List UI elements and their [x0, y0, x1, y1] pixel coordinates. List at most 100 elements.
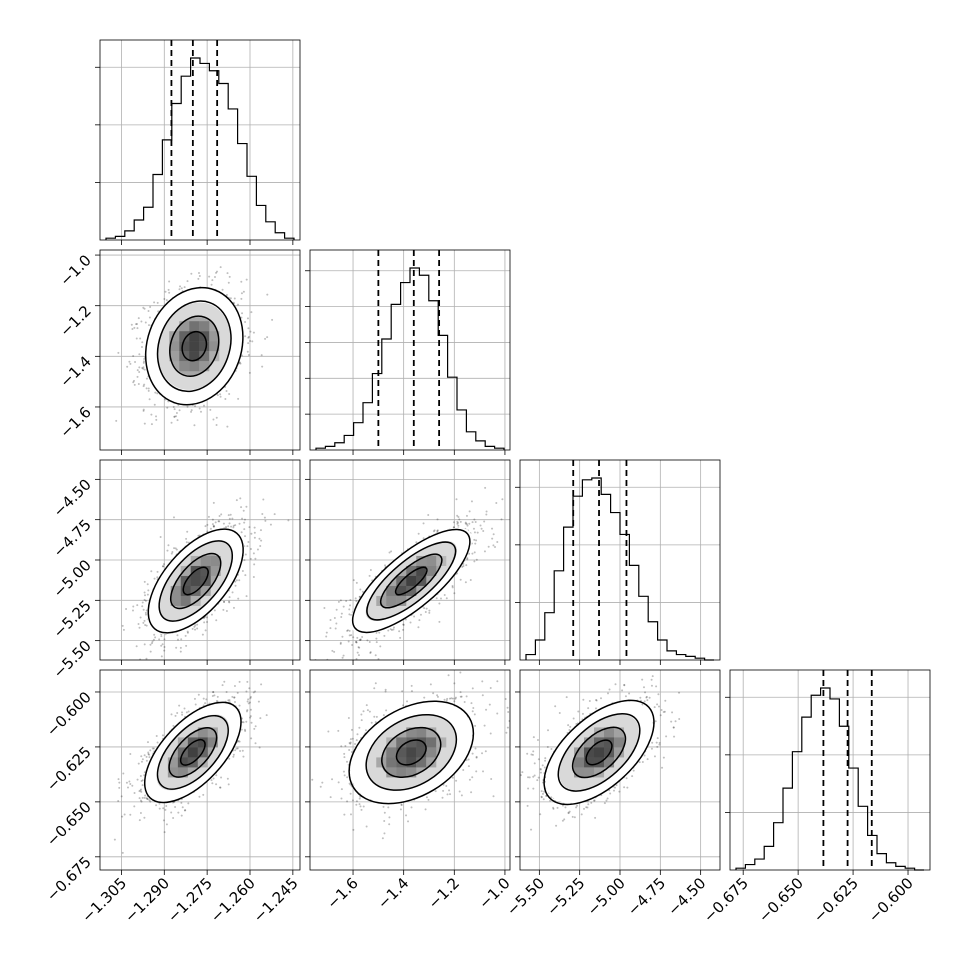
scatter-point [142, 409, 145, 412]
scatter-point [419, 613, 422, 616]
scatter-point [234, 580, 237, 583]
density-cell [210, 565, 221, 576]
scatter-point [341, 635, 344, 638]
pair-frame-1-3 [309, 669, 511, 871]
scatter-point [452, 526, 455, 529]
scatter-point [352, 828, 355, 831]
scatter-point [527, 776, 530, 779]
scatter-point [349, 792, 352, 795]
scatter-point [136, 375, 139, 378]
scatter-point [180, 287, 183, 290]
scatter-point [388, 823, 391, 826]
scatter-point [237, 597, 240, 600]
scatter-point [646, 699, 649, 702]
density-cell [416, 565, 427, 576]
density-cell [190, 595, 201, 606]
scatter-point [651, 741, 654, 744]
scatter-point [241, 569, 244, 572]
scatter-point [453, 682, 456, 685]
scatter-point [573, 816, 576, 819]
scatter-point [492, 533, 495, 536]
scatter-point [245, 505, 248, 508]
scatter-point [228, 699, 231, 702]
scatter-point [575, 722, 578, 725]
scatter-point [540, 790, 543, 793]
scatter-point [577, 710, 580, 713]
scatter-point [491, 537, 494, 540]
scatter-point [555, 824, 558, 827]
scatter-point [656, 737, 659, 740]
scatter-point [216, 394, 219, 397]
density-cell [197, 727, 208, 738]
scatter-point [348, 782, 351, 785]
scatter-point [166, 406, 169, 409]
scatter-point [226, 272, 229, 275]
scatter-point [653, 755, 656, 758]
scatter-point [501, 498, 504, 501]
scatter-point [537, 776, 540, 779]
scatter-point [240, 297, 243, 300]
scatter-point [480, 527, 483, 530]
scatter-point [225, 690, 228, 693]
density-cell [386, 747, 397, 758]
scatter-point [142, 361, 145, 364]
scatter-point [193, 697, 196, 700]
scatter-point [646, 758, 649, 761]
scatter-point [366, 709, 369, 712]
scatter-point [247, 327, 250, 330]
scatter-point [212, 525, 215, 528]
density-cell [169, 331, 180, 342]
scatter-point [137, 382, 140, 385]
scatter-point [187, 802, 190, 805]
scatter-point [454, 697, 457, 700]
scatter-point [479, 524, 482, 527]
scatter-point [612, 789, 615, 792]
scatter-point [143, 422, 146, 425]
density-cell [210, 555, 221, 566]
scatter-point [135, 645, 138, 648]
scatter-point [165, 299, 168, 302]
scatter-point [251, 340, 254, 343]
scatter-point [382, 805, 385, 808]
scatter-point [343, 774, 346, 777]
scatter-point [212, 501, 215, 504]
scatter-point [249, 697, 252, 700]
scatter-point [505, 731, 508, 734]
scatter-point [243, 559, 246, 562]
scatter-point [642, 686, 645, 689]
scatter-point [179, 285, 182, 288]
scatter-point [482, 770, 485, 773]
scatter-point [232, 606, 235, 609]
scatter-point [539, 813, 542, 816]
scatter-point [377, 657, 380, 660]
scatter-point [466, 557, 469, 560]
scatter-point [257, 700, 260, 703]
scatter-point [143, 754, 146, 757]
scatter-point [184, 809, 187, 812]
scatter-point [240, 506, 243, 509]
pair-panel-0-2 [95, 459, 301, 665]
scatter-point [359, 638, 362, 641]
pair-panel-0-1 [95, 249, 301, 455]
scatter-point [549, 799, 552, 802]
scatter-point [586, 806, 589, 809]
scatter-point [351, 799, 354, 802]
scatter-point [474, 747, 477, 750]
scatter-point [231, 517, 234, 520]
scatter-point [229, 513, 232, 516]
density-cell [209, 351, 220, 362]
scatter-point [657, 705, 660, 708]
scatter-point [342, 770, 345, 773]
density-cell [180, 585, 191, 596]
scatter-point [609, 792, 612, 795]
scatter-point [358, 797, 361, 800]
scatter-point [238, 522, 241, 525]
scatter-point [355, 641, 358, 644]
scatter-point [325, 635, 328, 638]
scatter-point [204, 702, 207, 705]
scatter-point [227, 281, 230, 284]
hist-panel-0 [95, 39, 301, 245]
scatter-point [219, 393, 222, 396]
scatter-point [133, 792, 136, 795]
scatter-point [424, 611, 427, 614]
